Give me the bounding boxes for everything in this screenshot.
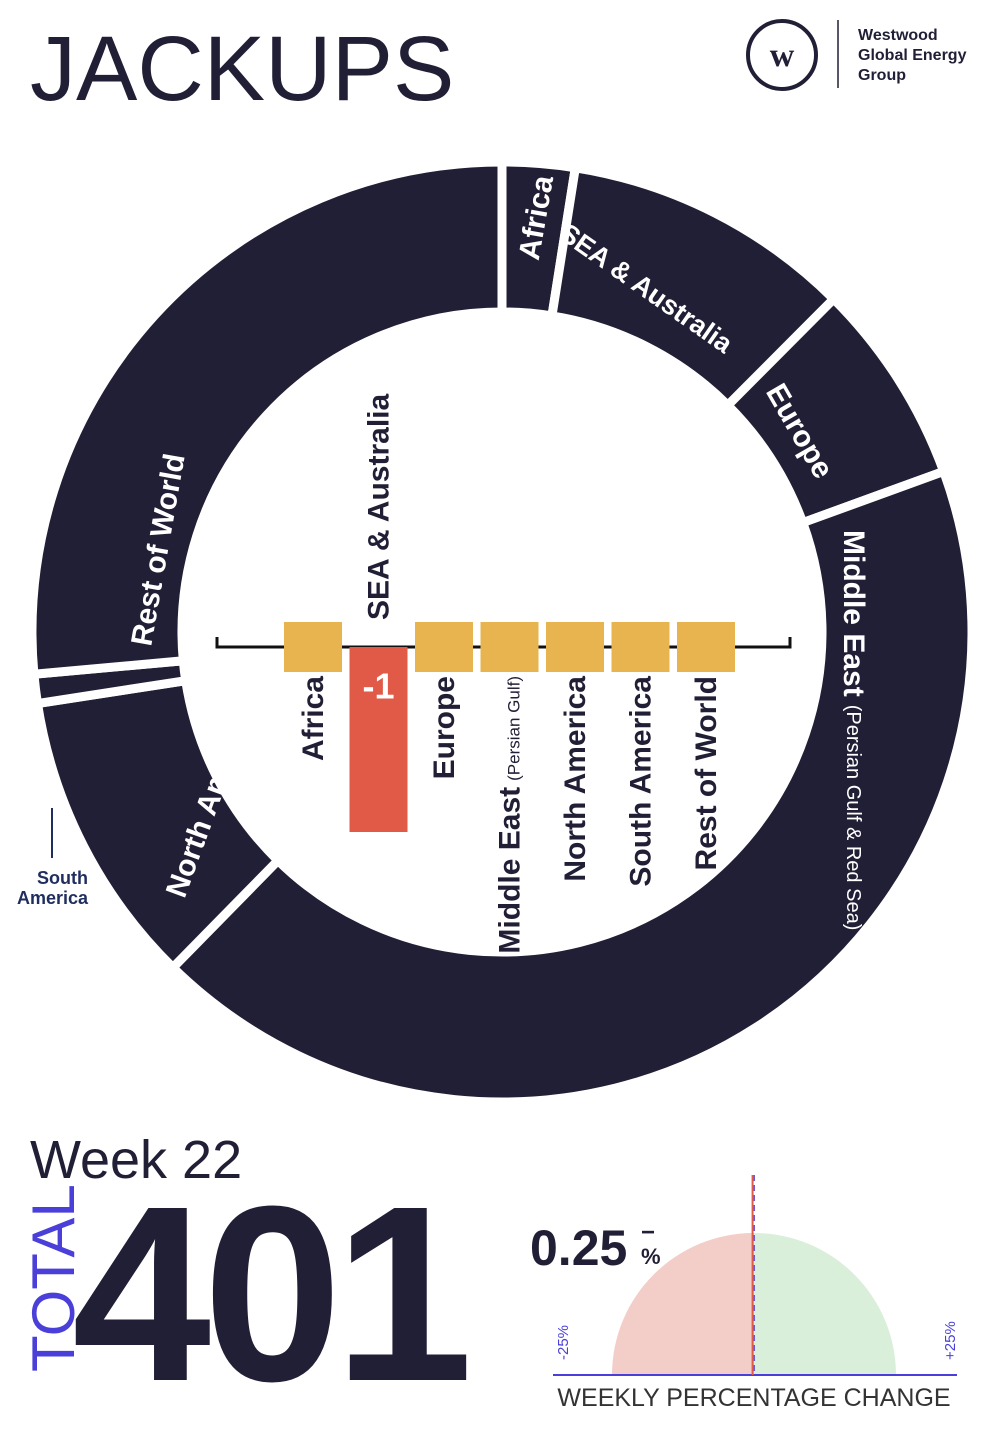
page-title: JACKUPS [30, 18, 454, 120]
donut-chart: Africa SEA & Australia Europe Middle East (P… [27, 157, 977, 1107]
gauge-positive [754, 1233, 896, 1375]
category-label: Europe [428, 676, 461, 779]
zero-marker [415, 622, 473, 672]
total-label: TOTAL [20, 1184, 87, 1372]
bar [349, 647, 408, 832]
brand-line: Group [858, 67, 906, 84]
category-label: Africa [297, 676, 330, 761]
gauge-chart: -25% +25% 0.25 −% WEEKLY PERCENTAGE CHANGE [530, 1175, 959, 1412]
category-label-text: Rest of World [690, 676, 723, 870]
category-label-text: SEA & Australia [363, 394, 396, 620]
brand-line: Global Energy [858, 47, 967, 64]
category-label-text: Africa [297, 676, 330, 761]
bar-value-label: -1 [362, 666, 394, 707]
zero-marker [284, 622, 342, 672]
gauge-value: 0.25 [530, 1220, 627, 1276]
category-label-text: Middle East [494, 787, 527, 954]
category-label: North America [559, 676, 592, 882]
segment-label-note: (Persian Gulf & Red Sea) [842, 705, 864, 931]
logo-mark: w [770, 37, 795, 74]
brand-line: Westwood [858, 27, 938, 44]
category-label-text: North America [559, 676, 592, 882]
gauge-sign: − [641, 1219, 655, 1246]
donut-segment [27, 157, 507, 680]
category-label: South America [625, 676, 658, 887]
category-label: SEA & Australia [363, 394, 396, 620]
category-label: Middle East (Persian Gulf) [494, 676, 527, 954]
donut-segment [166, 465, 977, 1107]
zero-marker [480, 622, 539, 672]
week-label: Week 22 [30, 1130, 242, 1190]
bar-chart: Africa -1 SEA & Australia Europe Middle East… [215, 394, 792, 954]
category-label-text: Europe [428, 676, 461, 779]
gauge-unit: % [641, 1244, 661, 1269]
gauge-negative [612, 1233, 754, 1375]
logo-ring [746, 19, 818, 91]
category-label-note: (Persian Gulf) [505, 676, 524, 781]
zero-marker [611, 622, 670, 672]
gauge-axis-label: WEEKLY PERCENTAGE CHANGE [557, 1384, 950, 1412]
category-label-text: South America [625, 676, 658, 887]
zero-marker [546, 622, 604, 672]
segment-label-text: Middle East [837, 530, 870, 697]
outside-label: South America [16, 868, 88, 908]
zero-marker [677, 622, 735, 672]
gauge-tick-label: +25% [942, 1321, 959, 1360]
segment-label: Middle East (Persian Gulf & Red Sea) [837, 530, 870, 930]
total-value: 401 [72, 1154, 467, 1433]
gauge-tick-label: -25% [555, 1325, 572, 1360]
category-label: Rest of World [690, 676, 723, 870]
